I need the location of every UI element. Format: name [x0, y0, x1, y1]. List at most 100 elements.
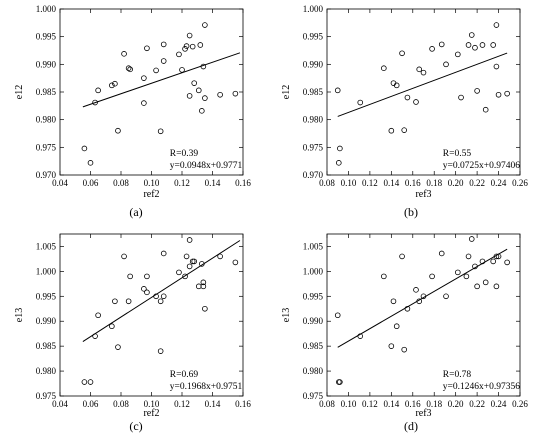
data-point	[115, 344, 121, 350]
data-point	[121, 253, 127, 260]
data-point	[504, 90, 510, 97]
data-point	[438, 41, 445, 48]
data-point	[87, 379, 94, 385]
data-point	[493, 22, 500, 28]
data-point	[81, 379, 88, 385]
y-tick-label: 0.975	[36, 142, 57, 152]
y-axis-label: e13	[281, 308, 292, 322]
data-point	[399, 50, 405, 57]
chart-panel-3: 0.04 0.06 0.08 0.10 0.12 0.14 0.16 0.975 0.980 0.…	[14, 233, 251, 433]
data-point	[443, 293, 449, 300]
correlation-annotation: R=0.78	[443, 370, 472, 380]
x-tick-label: 0.08	[113, 178, 129, 188]
y-tick-label: 0.985	[303, 87, 324, 97]
data-point	[127, 273, 133, 280]
x-tick-label: 0.04	[52, 178, 68, 188]
data-point	[95, 87, 101, 94]
panel-label: (c)	[129, 419, 142, 433]
y-tick-label: 1.000	[303, 266, 324, 276]
y-tick-label: 0.980	[303, 366, 324, 376]
plot-frame	[59, 8, 244, 176]
y-tick-label: 0.980	[36, 115, 57, 125]
correlation-annotation: R=0.69	[170, 370, 199, 380]
data-point	[482, 279, 489, 286]
correlation-annotation: R=0.39	[170, 149, 199, 159]
data-point	[420, 69, 427, 76]
plot-frame	[326, 8, 521, 176]
data-point	[87, 160, 94, 166]
x-tick-label: 0.12	[174, 178, 190, 188]
data-point	[157, 348, 164, 354]
data-point	[125, 298, 132, 305]
x-tick-label: 0.14	[383, 399, 399, 409]
data-point	[195, 87, 202, 94]
data-point	[199, 108, 205, 114]
y-tick-label: 0.975	[36, 391, 57, 401]
data-point	[388, 127, 395, 134]
data-point	[455, 51, 461, 58]
y-tick-label: 1.005	[36, 241, 57, 251]
y-tick-label: 0.990	[36, 316, 57, 326]
data-point	[109, 323, 115, 330]
equation-annotation: y=0.1968x+0.9751	[170, 382, 243, 392]
data-point	[186, 93, 193, 99]
x-tick-label: 0.10	[341, 178, 357, 188]
x-tick-label: 0.08	[319, 178, 335, 188]
y-tick-label: 1.005	[303, 241, 324, 251]
data-point	[490, 258, 496, 265]
x-tick-label: 0.10	[144, 399, 160, 409]
x-axis-label: ref2	[143, 408, 159, 419]
data-point	[141, 286, 147, 292]
data-point	[399, 253, 405, 260]
x-tick-label: 0.20	[448, 178, 464, 188]
data-point	[202, 22, 208, 28]
data-point	[176, 51, 182, 58]
data-point	[381, 65, 387, 72]
correlation-annotation: R=0.55	[443, 149, 472, 159]
x-tick-label: 0.16	[405, 178, 421, 188]
plot-frame	[59, 233, 244, 397]
data-point	[413, 99, 419, 105]
data-point	[493, 63, 500, 70]
data-point	[186, 32, 193, 39]
x-tick-label: 0.14	[205, 178, 221, 188]
y-tick-label: 0.970	[36, 170, 57, 180]
data-point	[337, 379, 343, 385]
y-tick-label: 1.000	[303, 4, 324, 14]
x-tick-label: 0.12	[174, 399, 190, 409]
data-point	[95, 312, 101, 319]
data-point	[401, 127, 408, 133]
data-point	[404, 94, 411, 101]
data-point	[493, 253, 500, 260]
data-point	[186, 237, 193, 243]
y-tick-label: 0.990	[36, 59, 57, 69]
data-point	[121, 51, 127, 57]
data-point	[144, 273, 150, 280]
data-point	[474, 283, 480, 290]
data-point	[465, 42, 472, 48]
x-tick-label: 0.24	[491, 178, 507, 188]
data-point	[200, 63, 207, 70]
data-point	[438, 250, 445, 257]
x-tick-label: 0.12	[362, 399, 378, 409]
data-point	[357, 333, 364, 339]
y-tick-label: 0.980	[303, 115, 324, 125]
x-tick-label: 0.08	[113, 399, 129, 409]
data-point	[112, 298, 118, 305]
data-point	[200, 283, 207, 290]
data-point	[393, 323, 400, 330]
data-point	[202, 95, 208, 101]
x-axis-label: ref3	[415, 408, 431, 419]
data-point	[153, 67, 159, 74]
data-point	[115, 127, 121, 134]
data-point	[388, 343, 395, 349]
data-point	[200, 279, 207, 286]
data-point	[458, 94, 464, 101]
data-point	[493, 283, 500, 290]
data-point	[479, 258, 486, 265]
plot-frame	[326, 233, 521, 397]
data-point	[474, 88, 480, 94]
x-axis-label: ref2	[143, 189, 159, 200]
data-point	[197, 42, 204, 48]
